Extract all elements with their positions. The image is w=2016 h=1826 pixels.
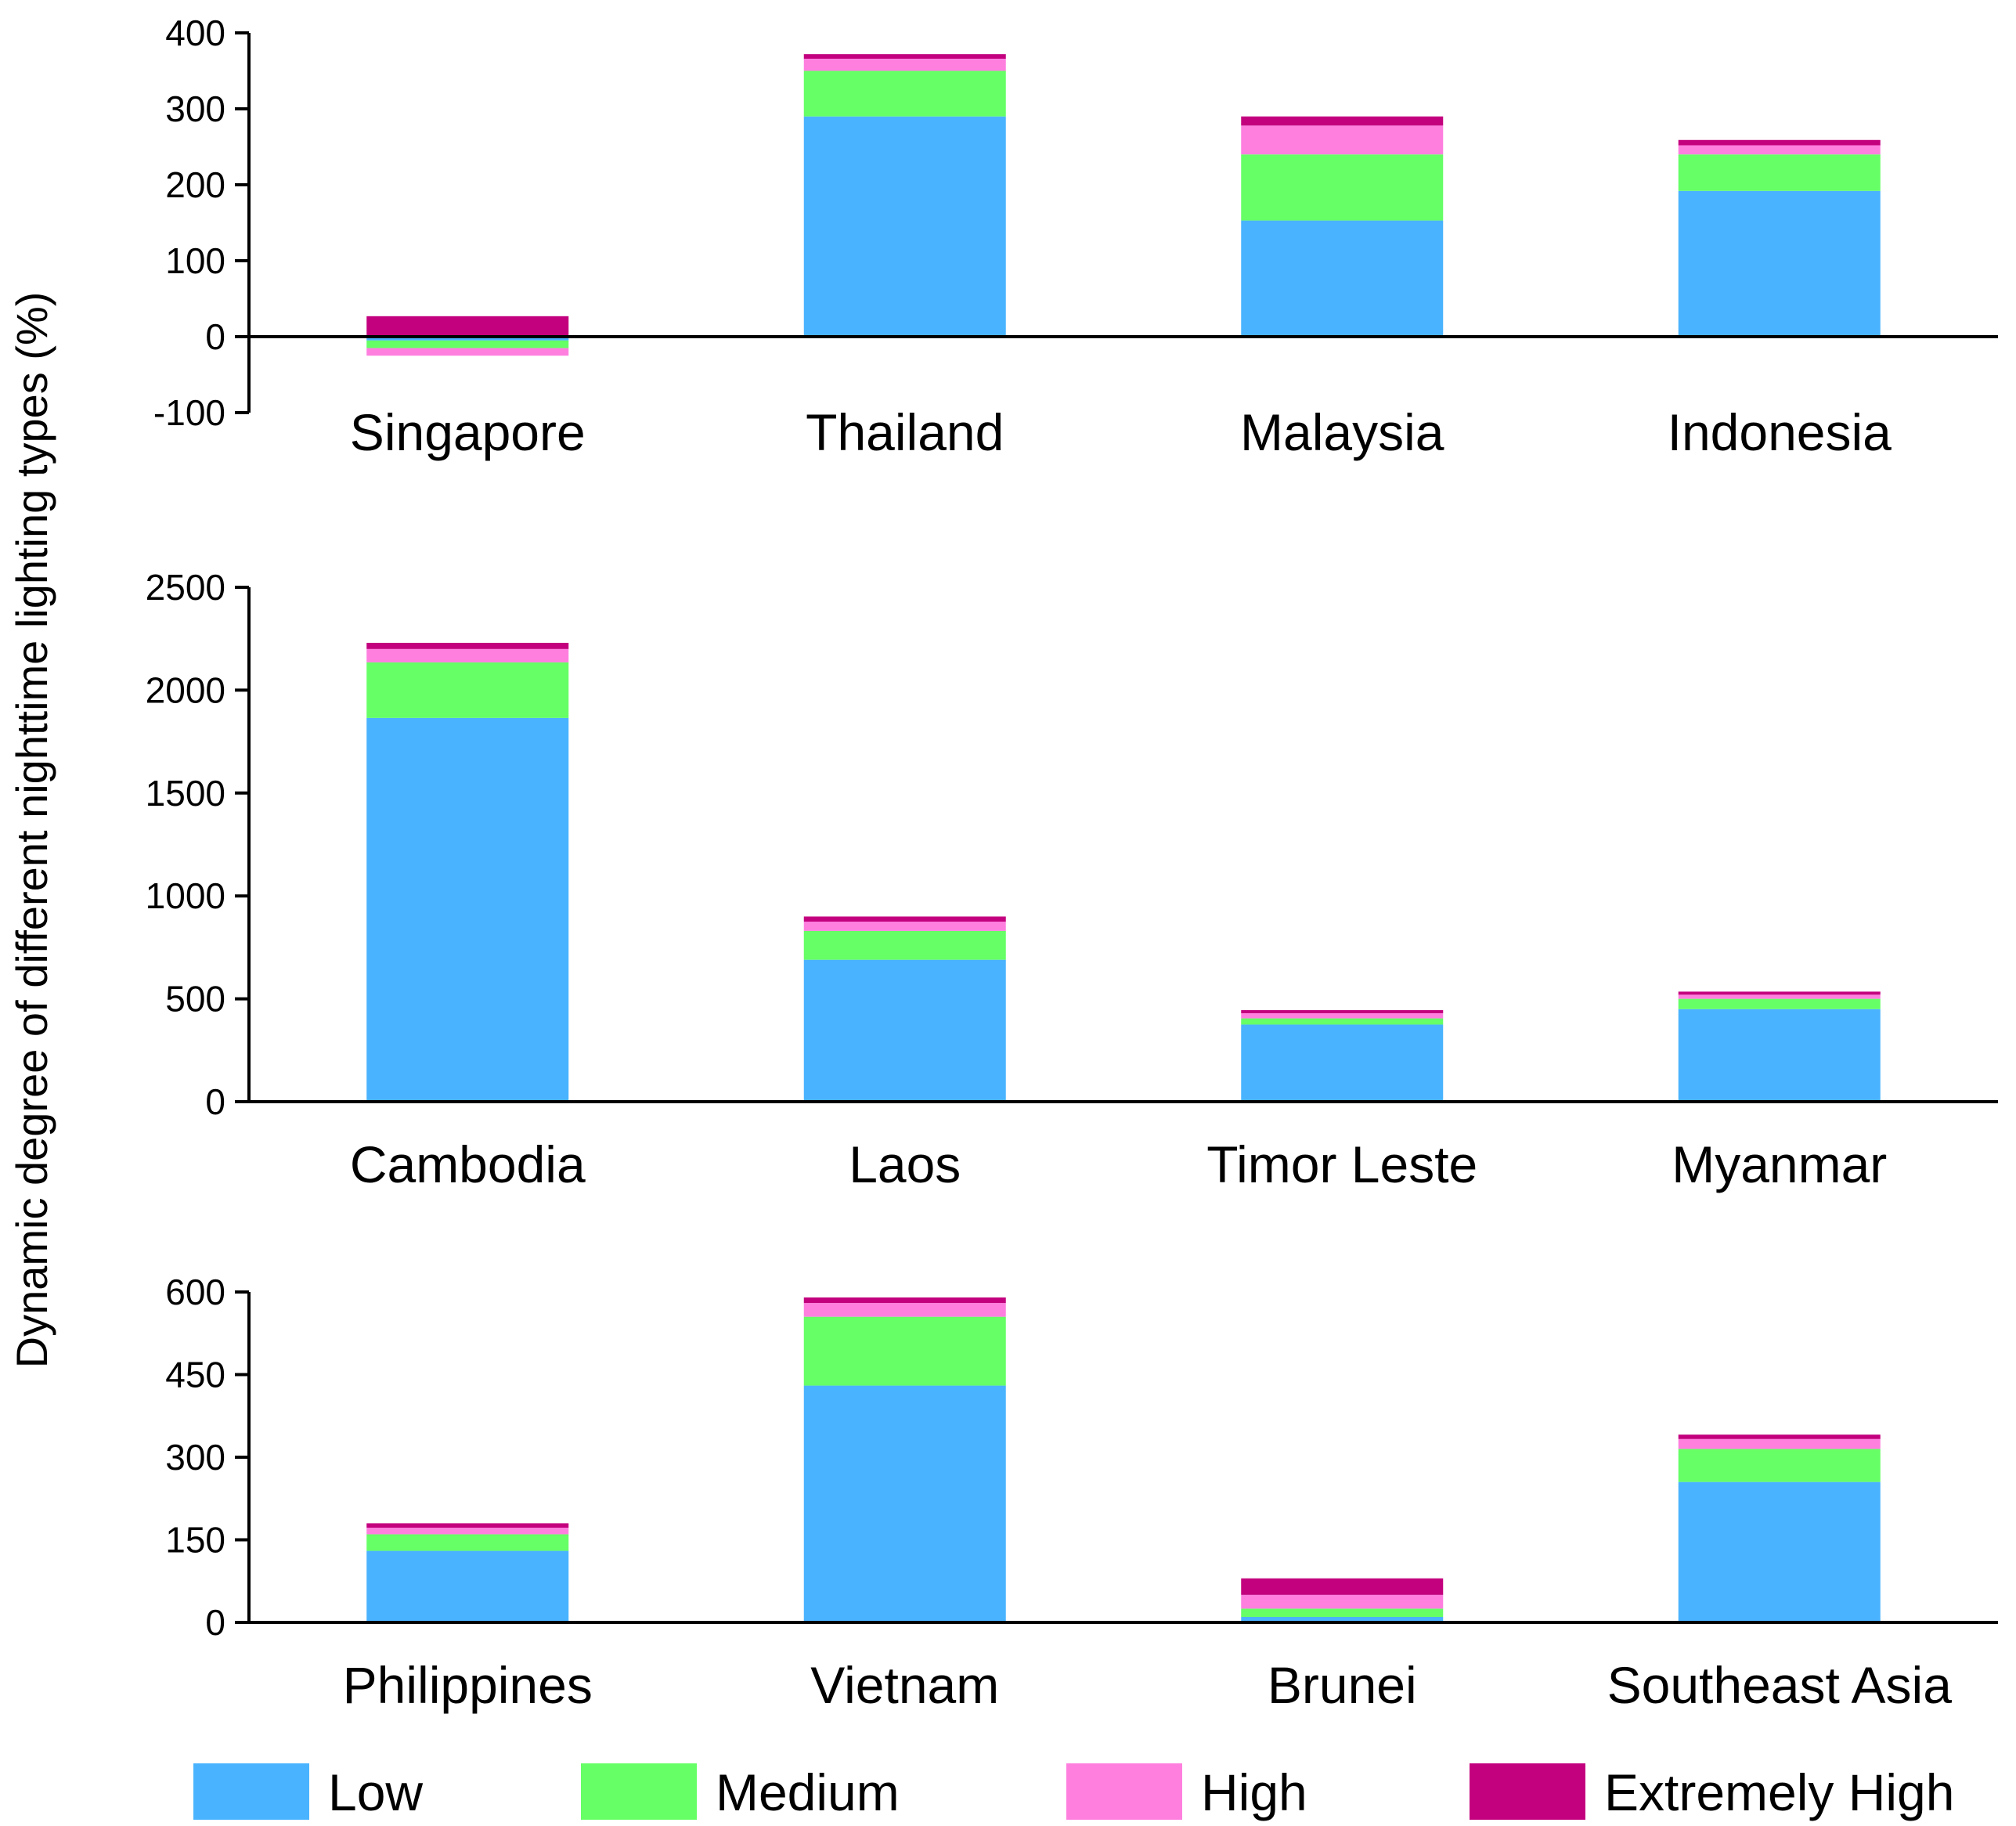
y-tick-label: 500 xyxy=(165,979,225,1019)
bar-medium-vietnam xyxy=(803,1316,1006,1386)
chart-panels: Singapore Thailand Malaysia Indonesia -100 0 1… xyxy=(146,13,1998,1714)
category-label: Myanmar xyxy=(1672,1135,1887,1193)
bar-low-cambodia xyxy=(366,717,569,1102)
bar-medium-timor-leste xyxy=(1241,1018,1444,1025)
bar-low-laos xyxy=(803,959,1006,1102)
y-axis-label: Dynamic degree of different nighttime li… xyxy=(7,292,56,1369)
bar-extremely_high-laos xyxy=(803,916,1006,922)
category-label: Malaysia xyxy=(1240,403,1444,461)
bar-medium-malaysia xyxy=(1241,154,1444,221)
legend-label: Medium xyxy=(716,1763,900,1821)
legend-swatch xyxy=(1470,1763,1585,1820)
category-label: Southeast Asia xyxy=(1607,1656,1953,1714)
bar-high-thailand xyxy=(803,58,1006,71)
bar-high-philippines xyxy=(366,1528,569,1535)
bar-low-indonesia xyxy=(1678,190,1881,337)
bar-medium-indonesia xyxy=(1678,154,1881,191)
bar-medium-thailand xyxy=(803,70,1006,117)
category-label: Cambodia xyxy=(350,1135,586,1193)
y-tick-label: 150 xyxy=(165,1520,225,1561)
bar-extremely_high-southeast-asia xyxy=(1678,1434,1881,1439)
bar-medium-southeast-asia xyxy=(1678,1449,1881,1482)
bar-extremely_high-thailand xyxy=(803,54,1006,59)
bar-high-brunei xyxy=(1241,1594,1444,1609)
bar-high-cambodia xyxy=(366,648,569,662)
bar-low-malaysia xyxy=(1241,220,1444,337)
bar-medium-brunei xyxy=(1241,1608,1444,1617)
category-label: Timor Leste xyxy=(1206,1135,1477,1193)
y-tick-label: 1000 xyxy=(146,875,225,916)
bar-low-myanmar xyxy=(1678,1009,1881,1102)
bar-extremely_high-cambodia xyxy=(366,642,569,649)
y-tick-label: 300 xyxy=(165,88,225,129)
category-label: Vietnam xyxy=(810,1656,999,1714)
bar-medium-singapore xyxy=(366,340,569,348)
bar-medium-philippines xyxy=(366,1534,569,1551)
legend-item-medium: Medium xyxy=(581,1763,900,1821)
legend-swatch xyxy=(1066,1763,1182,1820)
y-tick-label: 400 xyxy=(165,13,225,53)
y-tick-label: 300 xyxy=(165,1437,225,1478)
bar-extremely_high-vietnam xyxy=(803,1297,1006,1304)
y-tick-label: 600 xyxy=(165,1272,225,1312)
y-tick-label: 450 xyxy=(165,1355,225,1395)
category-label: Laos xyxy=(849,1135,961,1193)
category-label: Singapore xyxy=(350,403,586,461)
panel-2: Cambodia Laos Timor Leste Myanmar 0 500 1000 15… xyxy=(146,567,1998,1193)
bar-extremely_high-brunei xyxy=(1241,1578,1444,1595)
category-label: Philippines xyxy=(343,1656,593,1714)
y-tick-label: 2000 xyxy=(146,669,225,710)
bar-medium-myanmar xyxy=(1678,998,1881,1009)
y-tick-label: -100 xyxy=(153,392,225,433)
legend-item-high: High xyxy=(1066,1763,1307,1821)
legend-item-low: Low xyxy=(193,1763,423,1821)
legend-label: Extremely High xyxy=(1604,1763,1954,1821)
bar-extremely_high-indonesia xyxy=(1678,139,1881,146)
bar-extremely_high-philippines xyxy=(366,1523,569,1528)
bar-low-philippines xyxy=(366,1550,569,1622)
panel-1: Singapore Thailand Malaysia Indonesia -100 0 1… xyxy=(153,13,1998,461)
bar-low-vietnam xyxy=(803,1385,1006,1622)
bar-high-malaysia xyxy=(1241,125,1444,155)
panel-3: Philippines Vietnam Brunei Southeast Asia 0 1… xyxy=(165,1272,1998,1714)
bar-low-brunei xyxy=(1241,1616,1444,1622)
bar-extremely_high-singapore xyxy=(366,316,569,337)
bar-high-timor-leste xyxy=(1241,1012,1444,1019)
category-label: Brunei xyxy=(1268,1656,1417,1714)
legend-swatch xyxy=(193,1763,309,1820)
y-tick-label: 1500 xyxy=(146,773,225,814)
y-tick-label: 2500 xyxy=(146,567,225,608)
category-label: Indonesia xyxy=(1668,403,1892,461)
legend-swatch xyxy=(581,1763,697,1820)
bar-low-southeast-asia xyxy=(1678,1481,1881,1622)
y-tick-label: 100 xyxy=(165,240,225,281)
category-label: Thailand xyxy=(806,403,1004,461)
y-tick-label: 200 xyxy=(165,164,225,205)
bar-high-indonesia xyxy=(1678,145,1881,155)
bar-high-singapore xyxy=(366,348,569,356)
bar-low-thailand xyxy=(803,116,1006,337)
y-tick-label: 0 xyxy=(205,1602,225,1643)
legend: Low Medium High Extremely High xyxy=(193,1763,1954,1821)
bar-extremely_high-timor-leste xyxy=(1241,1010,1444,1013)
bar-medium-laos xyxy=(803,930,1006,960)
legend-item-extremely_high: Extremely High xyxy=(1470,1763,1954,1821)
bar-extremely_high-malaysia xyxy=(1241,116,1444,126)
legend-label: Low xyxy=(328,1763,423,1821)
bar-low-singapore xyxy=(366,337,569,341)
bar-high-myanmar xyxy=(1678,994,1881,999)
bar-high-vietnam xyxy=(803,1303,1006,1317)
bar-medium-cambodia xyxy=(366,662,569,718)
bar-high-laos xyxy=(803,922,1006,931)
y-tick-label: 0 xyxy=(205,316,225,357)
y-tick-label: 0 xyxy=(205,1081,225,1122)
bar-extremely_high-myanmar xyxy=(1678,991,1881,995)
legend-label: High xyxy=(1201,1763,1307,1821)
bar-high-southeast-asia xyxy=(1678,1438,1881,1449)
bar-low-timor-leste xyxy=(1241,1024,1444,1102)
